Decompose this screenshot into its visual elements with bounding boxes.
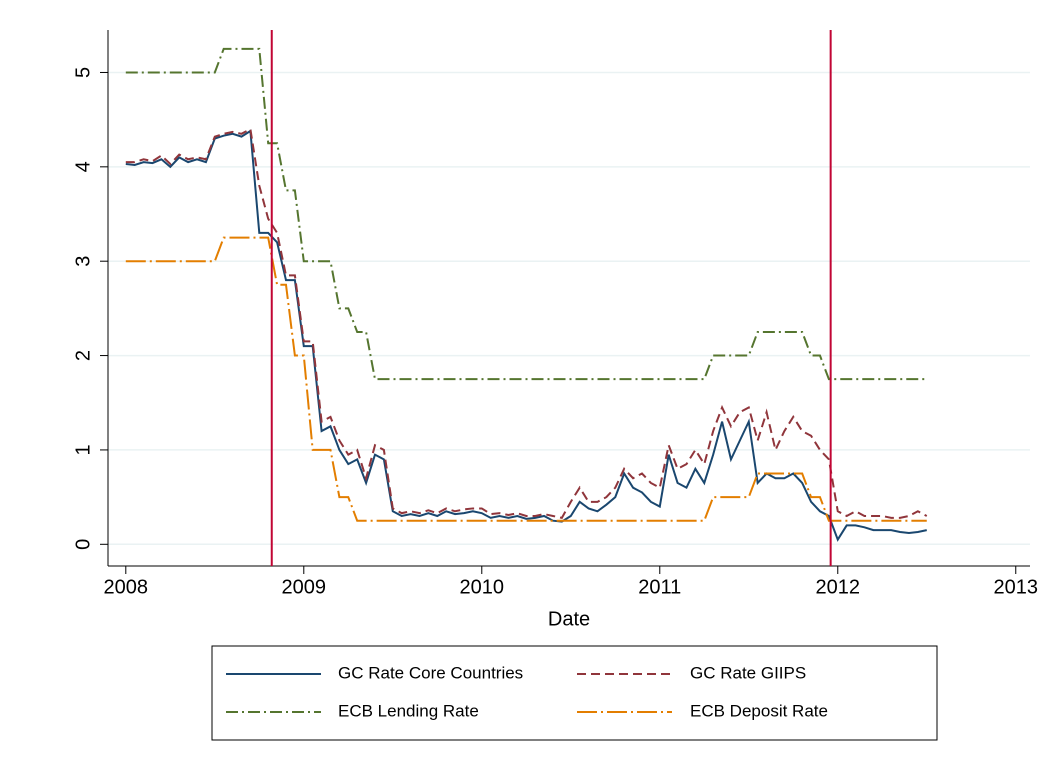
y-tick-label: 4	[72, 161, 94, 172]
x-axis-label: Date	[548, 608, 590, 630]
y-tick-label: 2	[72, 350, 94, 361]
x-tick-label: 2012	[816, 576, 861, 598]
legend-box	[211, 645, 938, 741]
y-tick-label: 1	[72, 444, 94, 455]
y-tick-label: 3	[72, 256, 94, 267]
series-line	[125, 127, 928, 520]
x-tick-label: 2009	[282, 576, 327, 598]
legend-label: GC Rate GIIPS	[690, 663, 806, 682]
series-line	[125, 129, 927, 542]
x-tick-label: 2010	[460, 576, 505, 598]
series-line	[125, 47, 927, 381]
y-tick-label: 5	[72, 67, 94, 78]
y-tick-label: 0	[72, 539, 94, 550]
x-tick-label: 2011	[638, 576, 681, 598]
legend-label: ECB Deposit Rate	[690, 701, 828, 720]
legend-label: GC Rate Core Countries	[338, 663, 523, 682]
legend-label: ECB Lending Rate	[338, 701, 479, 720]
x-tick-label: 2008	[104, 576, 149, 598]
x-tick-label: 2013	[994, 576, 1039, 598]
